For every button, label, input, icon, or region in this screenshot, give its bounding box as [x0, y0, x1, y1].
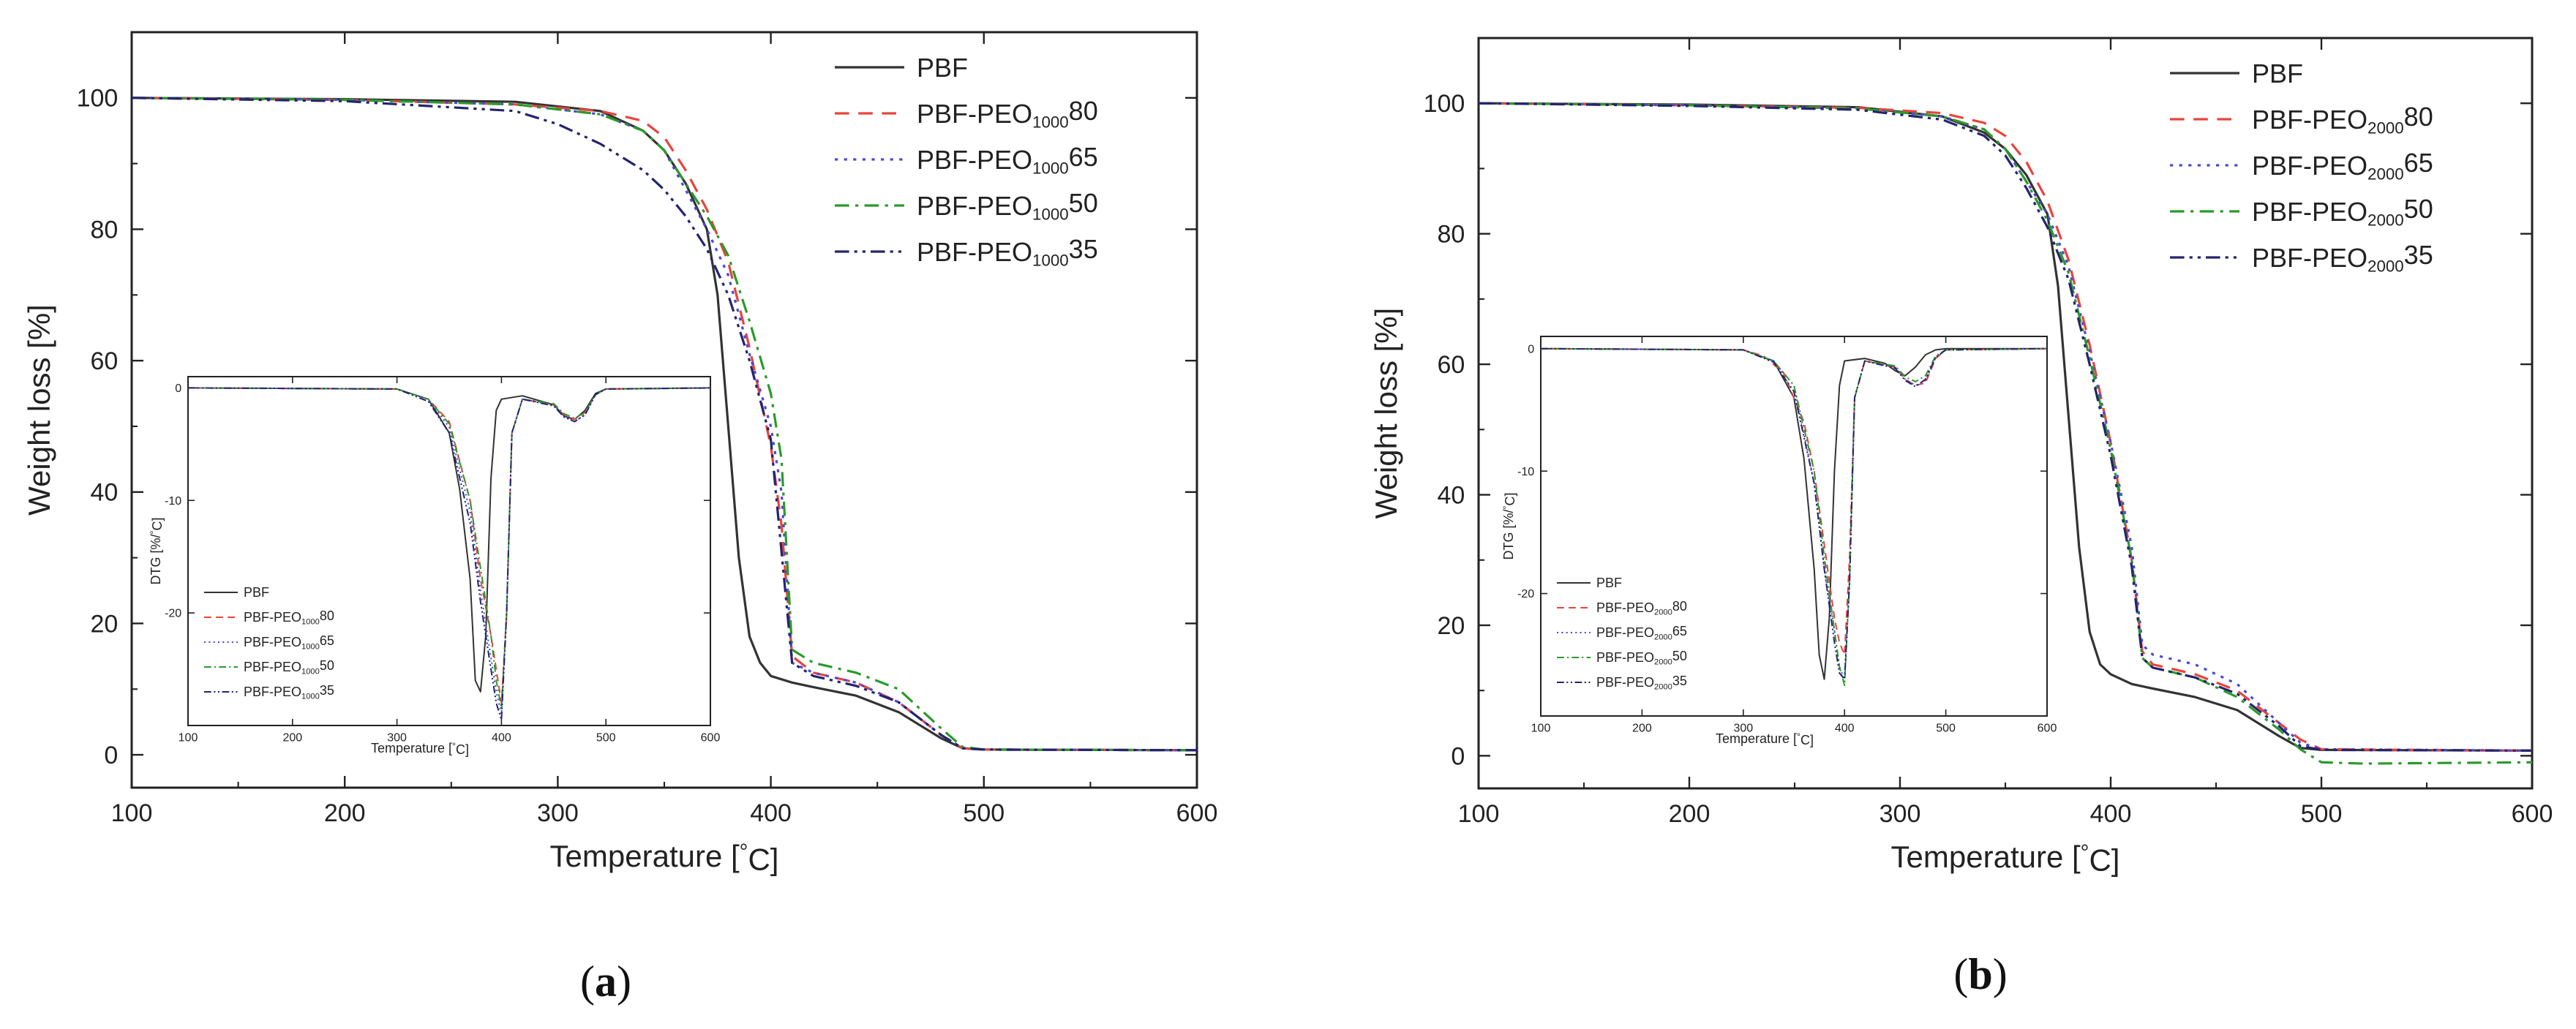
main-x-tick-label: 200	[1669, 800, 1711, 828]
main-series-line-4	[1479, 102, 2532, 752]
inset-x-tick-label: 400	[492, 732, 511, 745]
chart-panel-b: 100 200 300 400 500 600 0 20 40 60 80 100 Temperatur…	[1369, 37, 2553, 998]
inset-chart: 100 200 300 400 500 600 0 -10 -20 Temperature [°C…	[1501, 336, 2057, 747]
inset-legend-label-1: PBF-PEO100080	[244, 608, 334, 626]
inset-series-line-3	[188, 387, 710, 709]
main-series-line-4	[132, 97, 1197, 752]
main-x-tick-label: 200	[324, 799, 366, 827]
inset-x-tick-label: 600	[2038, 723, 2057, 735]
inset-x-tick-label: 200	[282, 732, 302, 745]
inset-legend-label-2: PBF-PEO200065	[1596, 624, 1687, 641]
main-x-tick-label: 600	[1176, 799, 1218, 827]
main-series-line-1	[132, 97, 1197, 752]
main-y-tick-label: 40	[1437, 481, 1465, 509]
main-y-tick-label: 60	[1437, 351, 1465, 379]
main-y-tick-label: 0	[104, 742, 118, 769]
main-x-tick-label: 400	[2090, 800, 2132, 828]
x-axis-label: Temperature [°C]	[1891, 840, 2120, 877]
main-x-tick-label: 400	[750, 799, 792, 827]
inset-y-tick-label: 0	[1528, 343, 1534, 355]
inset-series-line-2	[1541, 347, 2047, 680]
panel-label: (a)	[580, 957, 631, 1006]
inset-y-tick-label: 0	[175, 382, 181, 395]
y-axis-label: Weight loss [%]	[22, 304, 56, 516]
inset-legend-label-2: PBF-PEO100065	[244, 633, 334, 651]
main-y-tick-label: 20	[1437, 612, 1465, 640]
inset-legend-label-0: PBF	[244, 585, 269, 600]
main-x-tick-label: 100	[111, 799, 153, 827]
inset-y-axis-label: DTG [%/°C]	[149, 517, 165, 584]
inset-legend-label-3: PBF-PEO200050	[1596, 649, 1687, 666]
x-axis-label: Temperature [°C]	[550, 839, 779, 876]
main-y-tick-label: 80	[90, 216, 118, 244]
main-x-tick-label: 500	[963, 799, 1005, 827]
inset-series-line-2	[188, 387, 710, 715]
inset-x-tick-label: 500	[596, 732, 616, 745]
main-x-tick-label: 600	[2512, 800, 2553, 828]
legend-label-2: PBF-PEO100065	[917, 142, 1098, 178]
inset-series-line-3	[1541, 347, 2047, 687]
inset-series-line-0	[1541, 347, 2047, 680]
main-y-tick-label: 60	[90, 347, 118, 375]
inset-y-tick-label: -20	[165, 608, 181, 620]
inset-x-tick-label: 500	[1936, 723, 1956, 735]
legend-label-4: PBF-PEO100035	[917, 234, 1098, 270]
main-series-line-0	[132, 97, 1197, 752]
inset-x-tick-label: 300	[1733, 723, 1753, 735]
inset-chart: 100 200 300 400 500 600 0 -10 -20 Temperature [°C…	[149, 376, 721, 757]
inset-y-axis-label: DTG [%/°C]	[1501, 492, 1517, 559]
inset-legend-label-4: PBF-PEO100035	[244, 683, 334, 701]
legend-label-1: PBF-PEO100080	[917, 96, 1098, 132]
main-series-line-0	[1479, 102, 2532, 752]
inset-x-tick-label: 600	[701, 732, 721, 745]
main-y-tick-label: 80	[1437, 221, 1465, 249]
inset-y-tick-label: -10	[1517, 466, 1534, 478]
chart-panel-a: 100 200 300 400 500 600 0 20 40 60 80 100 Temperatur…	[22, 31, 1218, 1006]
main-x-tick-label: 100	[1458, 800, 1500, 828]
legend-label-2: PBF-PEO200065	[2252, 148, 2433, 184]
inset-y-tick-label: -20	[1517, 588, 1534, 600]
panel-label: (b)	[1953, 950, 2007, 998]
inset-series-line-1	[1541, 347, 2047, 656]
inset-x-tick-label: 200	[1632, 723, 1652, 735]
inset-legend-label-3: PBF-PEO100050	[244, 658, 334, 676]
main-y-tick-label: 100	[1424, 90, 1465, 118]
inset-x-axis-label: Temperature [°C]	[371, 741, 469, 757]
y-axis-label: Weight loss [%]	[1369, 308, 1403, 519]
inset-series-line-4	[1541, 347, 2047, 680]
main-y-tick-label: 100	[77, 85, 119, 113]
inset-y-tick-label: -10	[165, 495, 181, 508]
legend-label-0: PBF	[917, 53, 968, 83]
main-y-tick-label: 40	[90, 479, 118, 507]
main-series-line-3	[1479, 102, 2532, 765]
main-series-line-3	[132, 97, 1197, 752]
legend-label-3: PBF-PEO200050	[2252, 194, 2433, 230]
legend-label-3: PBF-PEO100050	[917, 188, 1098, 224]
inset-legend-label-1: PBF-PEO200080	[1596, 599, 1687, 617]
main-x-tick-label: 500	[2301, 800, 2343, 828]
main-x-tick-label: 300	[537, 799, 579, 827]
main-x-tick-label: 300	[1880, 800, 1921, 828]
inset-x-tick-label: 100	[179, 732, 198, 745]
inset-legend-label-4: PBF-PEO200035	[1596, 674, 1687, 691]
main-y-tick-label: 20	[90, 610, 118, 638]
main-series-line-2	[1479, 102, 2532, 752]
inset-legend-label-0: PBF	[1596, 576, 1622, 590]
main-series-line-1	[1479, 102, 2532, 752]
legend-label-1: PBF-PEO200080	[2252, 102, 2433, 137]
inset-x-tick-label: 400	[1835, 723, 1855, 735]
legend-label-4: PBF-PEO200035	[2252, 240, 2433, 276]
inset-x-tick-label: 100	[1531, 723, 1551, 735]
inset-x-tick-label: 300	[387, 732, 407, 745]
inset-x-axis-label: Temperature [°C]	[1716, 731, 1814, 747]
legend-label-0: PBF	[2252, 59, 2303, 88]
main-y-tick-label: 0	[1451, 742, 1465, 770]
